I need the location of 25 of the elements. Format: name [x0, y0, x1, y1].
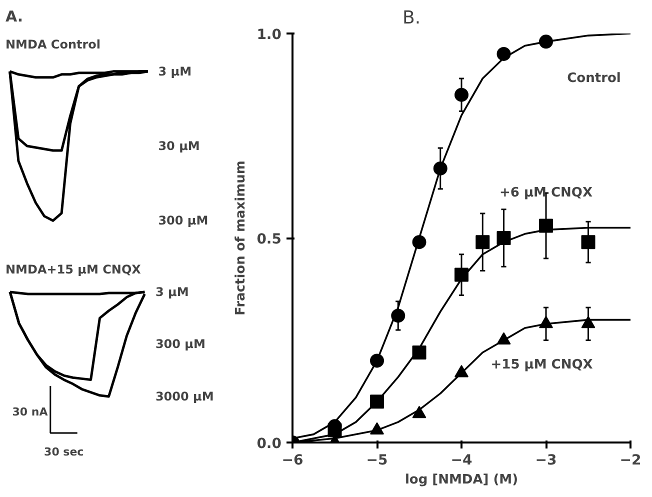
- text: 30 µM: [158, 139, 200, 154]
- series-label: +15 µM CNQX: [490, 357, 593, 372]
- series-label: 3 µM: [158, 64, 192, 78]
- series-label: 3 µM: [155, 284, 189, 299]
- text: 300 µM: [158, 214, 208, 228]
- text: 300 µM: [155, 337, 206, 352]
- x-axis-title: log [NMDA] (M): [404, 472, 518, 488]
- text: 3000 µM: [155, 389, 214, 404]
- y-tick-label: 0.5: [256, 232, 282, 248]
- text: 30 nA: [12, 406, 48, 419]
- chart-title: NMDA+15 µM CNQX: [6, 262, 142, 276]
- y-tick-label: 0.0: [256, 436, 282, 452]
- x-tick-label: −3: [535, 452, 557, 468]
- text: +6 µM CNQX: [500, 186, 593, 201]
- x-tick-label: −2: [620, 452, 642, 468]
- chart-title: B.: [402, 8, 421, 28]
- text: Control: [567, 70, 621, 86]
- x-tick-label: −4: [450, 452, 472, 468]
- chart-title: A.: [6, 8, 24, 26]
- y-axis-title: Fraction of maximum: [234, 160, 249, 316]
- chart-subtitle: NMDA Control: [6, 38, 101, 52]
- text: 30 sec: [44, 446, 84, 459]
- x-tick-label: −5: [366, 452, 388, 468]
- x-tick-label: −6: [282, 452, 304, 468]
- y-tick-label: 1.0: [256, 27, 282, 43]
